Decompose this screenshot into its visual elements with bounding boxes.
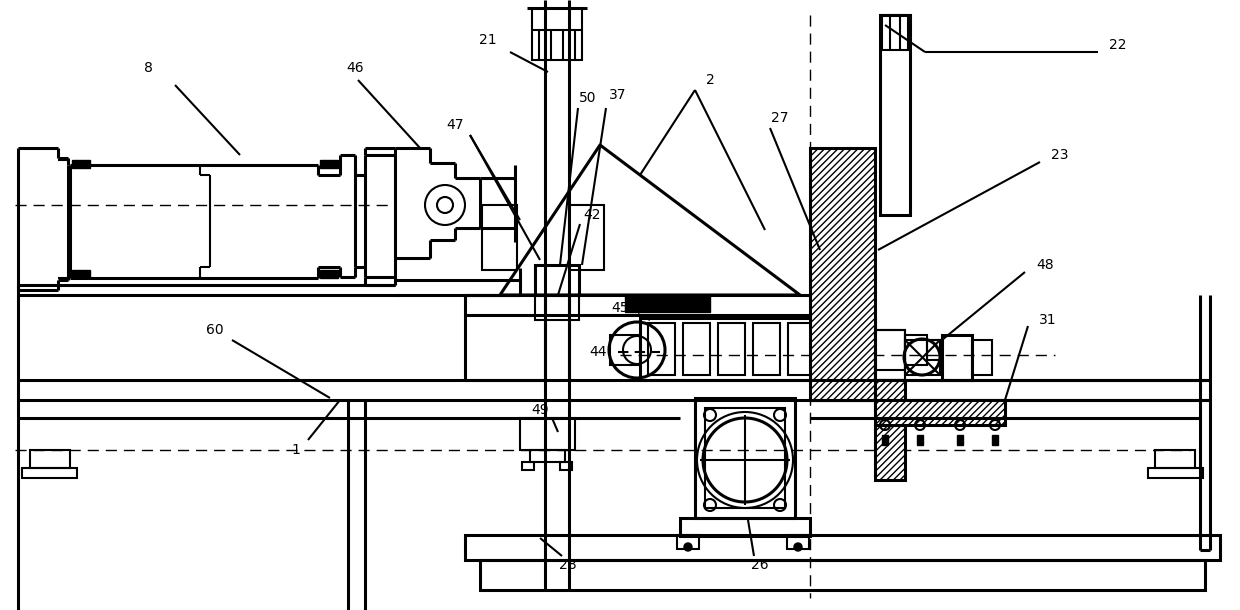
Bar [753, 323, 780, 375]
Bar [875, 400, 1004, 425]
Bar [569, 205, 604, 270]
Text: 42: 42 [583, 208, 600, 222]
Text: 22: 22 [1110, 38, 1127, 52]
Bar [787, 323, 815, 375]
Bar [683, 323, 711, 375]
Text: 49: 49 [531, 403, 549, 417]
Bar [694, 398, 795, 518]
Bar [22, 468, 77, 478]
Bar [625, 295, 711, 312]
Text: 46: 46 [346, 61, 363, 75]
Text: 23: 23 [1052, 148, 1069, 162]
Bar [880, 15, 910, 215]
Bar [875, 330, 905, 370]
Bar [942, 335, 972, 380]
Bar [875, 380, 905, 480]
Text: 50: 50 [579, 91, 596, 105]
Bar [522, 462, 534, 470]
Bar [905, 340, 940, 375]
Bar [875, 330, 905, 380]
Text: 8: 8 [144, 61, 153, 75]
Bar [1148, 468, 1203, 478]
Bar [957, 435, 963, 445]
Bar [320, 270, 339, 278]
Bar [72, 270, 91, 278]
Text: 2: 2 [706, 73, 714, 87]
Bar [718, 323, 745, 375]
Bar [465, 535, 1220, 560]
Bar [649, 323, 675, 375]
Bar [972, 340, 992, 375]
Bar [534, 295, 579, 320]
Bar [823, 323, 849, 375]
Text: 21: 21 [479, 33, 497, 47]
Bar [680, 518, 810, 536]
Bar [787, 535, 808, 549]
Bar [992, 435, 998, 445]
Bar [482, 205, 517, 270]
Bar [918, 435, 923, 445]
Text: 60: 60 [206, 323, 223, 337]
Bar [810, 148, 875, 400]
Bar [677, 535, 699, 549]
Bar [320, 160, 339, 168]
Text: 44: 44 [589, 345, 606, 359]
Bar [640, 318, 875, 380]
Text: 1: 1 [291, 443, 300, 457]
Circle shape [684, 543, 692, 551]
Bar [520, 418, 575, 450]
Text: 26: 26 [751, 558, 769, 572]
Bar [30, 450, 69, 468]
Bar [560, 462, 572, 470]
Bar [534, 265, 579, 295]
Bar [532, 30, 582, 60]
Bar [905, 335, 928, 365]
Text: 48: 48 [1037, 258, 1054, 272]
Bar [480, 560, 1205, 590]
Bar [610, 335, 640, 365]
Text: 28: 28 [559, 558, 577, 572]
Text: 47: 47 [446, 118, 464, 132]
Bar [72, 160, 91, 168]
Bar [882, 15, 908, 50]
Bar [928, 340, 942, 360]
Text: 27: 27 [771, 111, 789, 125]
Text: 31: 31 [1039, 313, 1056, 327]
Bar [529, 450, 565, 462]
Bar [1154, 450, 1195, 468]
Bar [706, 408, 785, 508]
Text: 37: 37 [609, 88, 626, 102]
Circle shape [794, 543, 802, 551]
Bar [882, 435, 888, 445]
Text: 45: 45 [611, 301, 629, 315]
